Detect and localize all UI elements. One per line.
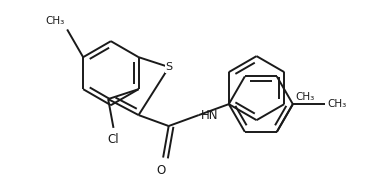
Text: CH₃: CH₃ bbox=[327, 99, 346, 109]
Text: HN: HN bbox=[201, 109, 218, 122]
Text: O: O bbox=[156, 164, 165, 177]
Text: Cl: Cl bbox=[108, 133, 119, 146]
Text: CH₃: CH₃ bbox=[295, 92, 314, 102]
Text: CH₃: CH₃ bbox=[46, 16, 65, 26]
Text: S: S bbox=[165, 62, 172, 72]
